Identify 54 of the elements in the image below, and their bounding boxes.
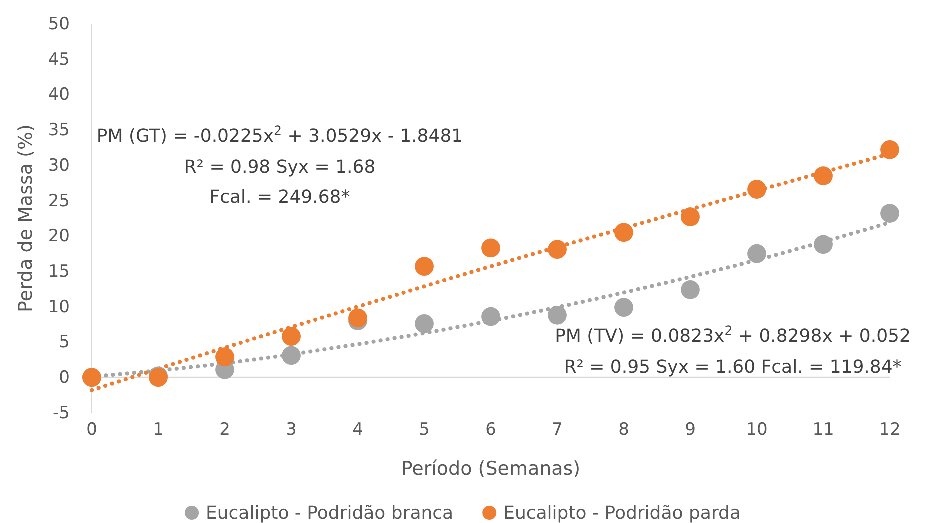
annotation: Fcal. = 249.68*: [210, 187, 350, 208]
y-tick-label: 50: [48, 14, 70, 34]
point: [216, 348, 234, 367]
y-tick-label: 40: [48, 85, 70, 106]
x-tick-label: 4: [352, 420, 364, 440]
point: [814, 166, 833, 186]
x-tick-label: 0: [86, 420, 98, 440]
x-axis-title: Período (Semanas): [401, 458, 581, 480]
point: [681, 208, 700, 227]
x-tick-label: 8: [618, 420, 630, 440]
y-tick-label: 45: [48, 50, 70, 70]
point: [415, 257, 434, 276]
annotation: PM (TV) = 0.0823x$^{2}$ + 0.8298x + 0.052: [555, 322, 911, 347]
x-tick-label: 12: [879, 420, 901, 440]
point: [548, 306, 567, 325]
x-tick-label: 3: [286, 420, 297, 440]
point: [880, 204, 900, 223]
point: [415, 314, 434, 334]
point: [880, 140, 900, 160]
y-tick-label: 35: [48, 120, 70, 141]
point: [614, 223, 634, 242]
point: [482, 238, 500, 258]
point: [282, 346, 301, 366]
y-axis-title: Perda de Massa (%): [15, 124, 37, 312]
annotation: R² = 0.98 Syx = 1.68: [184, 157, 376, 178]
y-tick-label: 30: [48, 156, 70, 176]
annotation: R² = 0.95 Syx = 1.60 Fcal. = 119.84*: [564, 357, 902, 378]
legend-label: Eucalipto - Podridão branca: [206, 503, 454, 523]
annotation: PM (GT) = -0.0225x$^{2}$ + 3.0529x - 1.8481: [96, 122, 464, 147]
point: [748, 244, 766, 264]
point: [548, 240, 567, 260]
y-tick-label: 25: [48, 191, 70, 212]
x-tick-label: 11: [812, 420, 834, 440]
y-tick-label: -5: [53, 403, 70, 424]
point: [348, 308, 368, 328]
point: [814, 235, 833, 254]
x-tick-label: 10: [746, 420, 768, 440]
x-tick-label: 1: [153, 420, 164, 440]
point: [482, 307, 500, 326]
x-tick-label: 5: [419, 420, 430, 440]
point: [681, 280, 700, 300]
point: [282, 327, 301, 346]
y-tick-label: 0: [59, 368, 70, 388]
point: [748, 180, 766, 199]
y-tick-label: 10: [48, 297, 70, 318]
x-tick-label: 9: [685, 420, 696, 440]
y-tick-label: 15: [48, 262, 70, 282]
y-tick-label: 20: [48, 226, 70, 247]
x-tick-label: 6: [486, 420, 496, 440]
legend-label: Eucalipto - Podridão parda: [504, 503, 741, 523]
x-tick-label: 7: [552, 420, 563, 440]
point: [614, 298, 634, 318]
x-tick-label: 2: [220, 420, 230, 440]
y-tick-label: 5: [59, 332, 70, 353]
